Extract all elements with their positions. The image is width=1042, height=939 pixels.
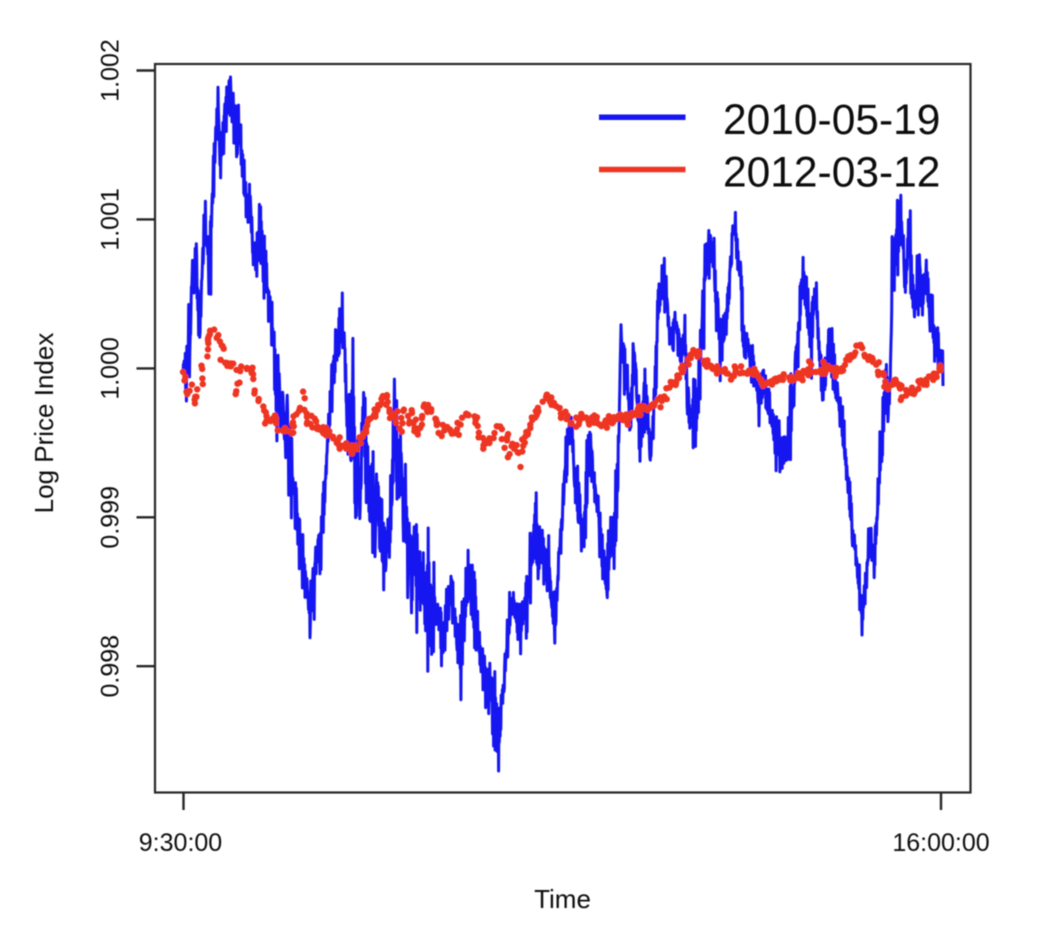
svg-text:Log Price Index: Log Price Index — [29, 333, 59, 514]
svg-text:1.001: 1.001 — [97, 188, 125, 251]
svg-text:16:00:00: 16:00:00 — [892, 829, 989, 857]
svg-text:Time: Time — [534, 884, 591, 914]
svg-text:1.002: 1.002 — [97, 39, 125, 102]
svg-text:0.998: 0.998 — [97, 635, 125, 698]
svg-text:2012-03-12: 2012-03-12 — [723, 150, 940, 197]
svg-text:0.999: 0.999 — [97, 486, 125, 549]
svg-text:2010-05-19: 2010-05-19 — [723, 97, 940, 144]
svg-text:9:30:00: 9:30:00 — [139, 829, 222, 857]
svg-text:1.000: 1.000 — [97, 337, 125, 400]
